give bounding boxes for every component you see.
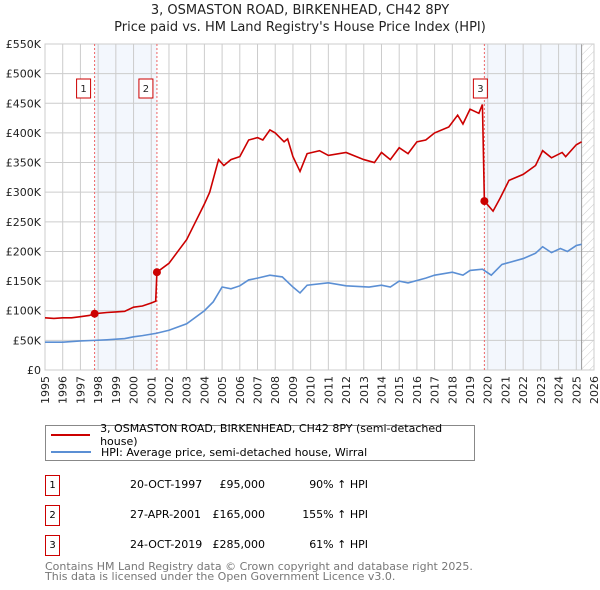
x-tick-label: 2006 bbox=[234, 376, 247, 404]
transaction-number: 1 bbox=[45, 475, 60, 496]
footer-copyright: Contains HM Land Registry data © Crown c… bbox=[45, 560, 473, 573]
transaction-hpi: 155% ↑ HPI bbox=[302, 508, 368, 521]
footer-licence: This data is licensed under the Open Gov… bbox=[45, 570, 396, 583]
x-tick-label: 2013 bbox=[358, 376, 371, 404]
legend-item-hpi: HPI: Average price, semi-detached house,… bbox=[51, 444, 367, 460]
legend-label: HPI: Average price, semi-detached house,… bbox=[101, 445, 368, 459]
chart-title-line1: 3, OSMASTON ROAD, BIRKENHEAD, CH42 8PY bbox=[150, 3, 450, 18]
y-tick-label: £100K bbox=[6, 305, 42, 318]
y-tick-label: £300K bbox=[6, 186, 42, 199]
transaction-price: £285,000 bbox=[212, 538, 266, 551]
x-tick-label: 2014 bbox=[375, 376, 388, 404]
x-tick-label: 2018 bbox=[446, 376, 459, 404]
transaction-hpi: 90% ↑ HPI bbox=[309, 478, 368, 491]
chart-title-line2: Price paid vs. HM Land Registry's House … bbox=[114, 20, 486, 35]
sale-label: 1 bbox=[80, 84, 86, 95]
legend-swatch bbox=[51, 434, 91, 436]
x-tick-label: 2007 bbox=[252, 376, 265, 404]
x-tick-label: 1997 bbox=[74, 376, 87, 404]
forecast-hatch bbox=[581, 44, 594, 370]
transaction-price: £95,000 bbox=[219, 478, 266, 491]
x-tick-label: 2020 bbox=[482, 376, 495, 404]
x-tick-label: 2004 bbox=[198, 376, 211, 404]
y-tick-label: £550K bbox=[6, 38, 42, 51]
transaction-row: 3 24-OCT-2019 £285,000 61% ↑ HPI bbox=[45, 535, 445, 556]
transaction-number: 3 bbox=[45, 535, 60, 556]
transaction-row: 2 27-APR-2001 £165,000 155% ↑ HPI bbox=[45, 505, 445, 526]
x-tick-label: 2024 bbox=[553, 376, 566, 404]
sale-label-box bbox=[76, 78, 92, 99]
x-tick-label: 2019 bbox=[464, 376, 477, 404]
x-tick-label: 2010 bbox=[305, 376, 318, 404]
x-tick-label: 2001 bbox=[145, 376, 158, 404]
y-tick-label: £500K bbox=[6, 68, 42, 81]
transaction-date: 20-OCT-1997 bbox=[130, 478, 203, 491]
transaction-number: 2 bbox=[45, 505, 60, 526]
transaction-date: 24-OCT-2019 bbox=[130, 538, 203, 551]
price-chart: 1995 1996 1997 1998 1999 2000 2001 2002 2003 2004… bbox=[6, 38, 600, 404]
x-tick-label: 2012 bbox=[340, 376, 353, 404]
x-tick-label: 2017 bbox=[429, 376, 442, 404]
y-tick-label: £200K bbox=[6, 245, 42, 258]
transaction-hpi: 61% ↑ HPI bbox=[309, 538, 368, 551]
shaded-range bbox=[484, 44, 582, 370]
x-tick-label: 2021 bbox=[499, 376, 512, 404]
plot-frame bbox=[44, 43, 595, 371]
x-tick-label: 1995 bbox=[39, 376, 52, 404]
sale-label-box bbox=[138, 78, 154, 99]
legend-swatch bbox=[51, 451, 91, 453]
x-tick-label: 2003 bbox=[181, 376, 194, 404]
x-tick-label: 2015 bbox=[393, 376, 406, 404]
property-series-line bbox=[44, 104, 582, 320]
x-tick-label: 1998 bbox=[92, 376, 105, 404]
x-tick-label: 2009 bbox=[287, 376, 300, 404]
x-tick-label: 2011 bbox=[322, 376, 335, 404]
sale-label: 3 bbox=[477, 84, 483, 95]
y-tick-label: £250K bbox=[6, 216, 42, 229]
sale-point bbox=[90, 309, 99, 318]
y-tick-label: £450K bbox=[6, 97, 42, 110]
x-tick-label: 2026 bbox=[588, 376, 600, 404]
x-tick-label: 2022 bbox=[517, 376, 530, 404]
sale-label-box bbox=[472, 78, 488, 99]
sale-point bbox=[152, 268, 161, 277]
y-tick-label: £400K bbox=[6, 127, 42, 140]
transaction-price: £165,000 bbox=[212, 508, 266, 521]
x-tick-label: 1996 bbox=[57, 376, 70, 404]
x-tick-label: 2005 bbox=[216, 376, 229, 404]
x-tick-label: 2000 bbox=[128, 376, 141, 404]
chart-legend: 3, OSMASTON ROAD, BIRKENHEAD, CH42 8PY (… bbox=[45, 422, 475, 461]
sale-point bbox=[480, 197, 489, 206]
sale-label: 2 bbox=[143, 84, 149, 95]
y-tick-label: £0 bbox=[27, 364, 41, 377]
x-tick-label: 1999 bbox=[110, 376, 123, 404]
hpi-series-line bbox=[45, 243, 582, 343]
legend-item-property: 3, OSMASTON ROAD, BIRKENHEAD, CH42 8PY (… bbox=[51, 422, 474, 448]
y-tick-label: £50K bbox=[13, 334, 42, 347]
y-tick-label: £350K bbox=[6, 157, 42, 170]
transaction-date: 27-APR-2001 bbox=[130, 508, 202, 521]
x-tick-label: 2025 bbox=[570, 376, 583, 404]
x-tick-label: 2023 bbox=[535, 376, 548, 404]
legend-label: 3, OSMASTON ROAD, BIRKENHEAD, CH42 8PY (… bbox=[100, 422, 443, 448]
x-tick-label: 2002 bbox=[163, 376, 176, 404]
x-tick-label: 2008 bbox=[269, 376, 282, 404]
transaction-row: 1 20-OCT-1997 £95,000 90% ↑ HPI bbox=[45, 475, 445, 496]
x-tick-label: 2016 bbox=[411, 376, 424, 404]
y-tick-label: £150K bbox=[6, 275, 42, 288]
